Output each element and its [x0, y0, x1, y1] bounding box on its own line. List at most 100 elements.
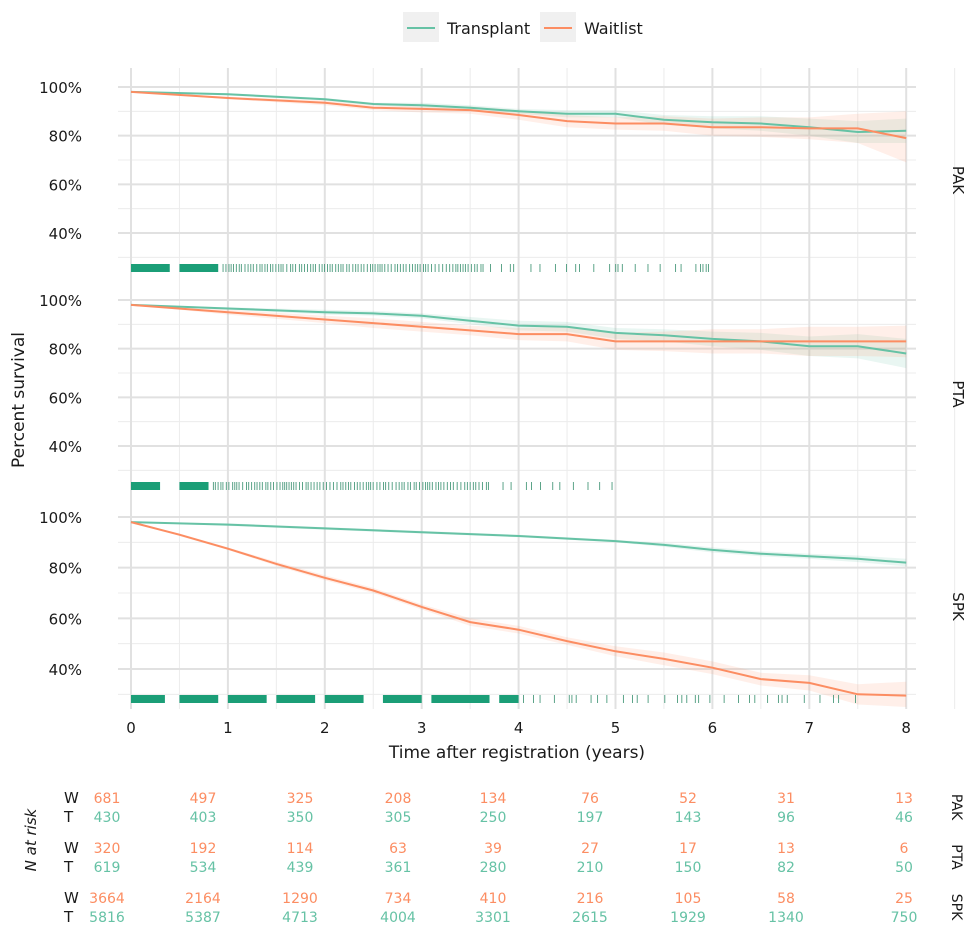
at-risk-row-label-w: W — [64, 839, 79, 857]
at-risk-value-waitlist: 52 — [679, 791, 697, 807]
censor-block — [131, 264, 170, 272]
y-tick-label: 40% — [49, 438, 82, 456]
at-risk-value-transplant: 750 — [891, 910, 918, 926]
at-risk-value-waitlist: 27 — [581, 841, 599, 857]
at-risk-value-transplant: 4713 — [282, 910, 318, 926]
at-risk-value-transplant: 250 — [480, 810, 507, 826]
x-tick-label: 7 — [805, 719, 815, 737]
y-tick-label: 80% — [49, 560, 82, 578]
at-risk-value-transplant: 3301 — [475, 910, 511, 926]
x-tick-label: 2 — [320, 719, 330, 737]
at-risk-value-transplant: 361 — [385, 860, 412, 876]
censor-rug — [131, 482, 613, 490]
censor-rug — [131, 264, 709, 272]
legend: Transplant Waitlist — [403, 12, 643, 42]
at-risk-value-transplant: 5387 — [185, 910, 221, 926]
line-transplant — [130, 90, 907, 134]
at-risk-row-label-t: T — [63, 808, 74, 826]
at-risk-value-transplant: 1340 — [768, 910, 804, 926]
at-risk-value-transplant: 210 — [577, 860, 604, 876]
censor-block — [131, 695, 165, 703]
at-risk-value-transplant: 150 — [675, 860, 702, 876]
censor-block — [179, 482, 209, 490]
x-tick-label: 5 — [611, 719, 621, 737]
at-risk-value-waitlist: 325 — [287, 791, 314, 807]
at-risk-value-transplant: 1929 — [670, 910, 706, 926]
at-risk-value-transplant: 534 — [190, 860, 217, 876]
x-axis-title: Time after registration (years) — [388, 743, 645, 763]
at-risk-value-transplant: 305 — [385, 810, 412, 826]
at-risk-value-waitlist: 25 — [895, 891, 913, 907]
at-risk-value-transplant: 50 — [895, 860, 913, 876]
y-tick-label: 80% — [49, 128, 82, 146]
line-waitlist — [130, 303, 907, 343]
x-tick-label: 8 — [901, 719, 911, 737]
at-risk-value-waitlist: 6 — [900, 841, 909, 857]
at-risk-value-transplant: 82 — [777, 860, 795, 876]
line-transplant — [130, 521, 907, 564]
at-risk-value-transplant: 403 — [190, 810, 217, 826]
y-tick-label: 80% — [49, 341, 82, 359]
censor-block — [324, 695, 364, 703]
censor-block — [179, 264, 219, 272]
at-risk-value-waitlist: 410 — [480, 891, 507, 907]
censor-block — [276, 695, 316, 703]
x-tick-label: 4 — [514, 719, 524, 737]
at-risk-value-waitlist: 497 — [190, 791, 217, 807]
at-risk-value-waitlist: 13 — [895, 791, 913, 807]
ci-band-transplant — [131, 91, 907, 143]
at-risk-value-waitlist: 105 — [675, 891, 702, 907]
line-waitlist — [130, 521, 907, 697]
panel-pak: 100% 80% 60% 40% PAK — [39, 68, 967, 284]
at-risk-group-pta: WT 320 192 114 63 39 27 17 13 6 619 534 439 361 280 210… — [63, 839, 964, 876]
at-risk-row-label-w: W — [64, 789, 79, 807]
at-risk-group-label: SPK — [948, 894, 964, 921]
x-tick-label: 1 — [223, 719, 233, 737]
at-risk-value-transplant: 619 — [94, 860, 121, 876]
x-tick-label: 0 — [126, 719, 136, 737]
at-risk-value-waitlist: 58 — [777, 891, 795, 907]
at-risk-value-waitlist: 3664 — [89, 891, 125, 907]
at-risk-value-transplant: 4004 — [380, 910, 416, 926]
at-risk-value-waitlist: 114 — [287, 841, 314, 857]
y-tick-label: 100% — [39, 79, 82, 97]
at-risk-value-transplant: 96 — [777, 810, 795, 826]
at-risk-value-waitlist: 1290 — [282, 891, 318, 907]
x-tick-label: 3 — [417, 719, 427, 737]
at-risk-value-transplant: 197 — [577, 810, 604, 826]
at-risk-group-label: PTA — [948, 844, 964, 870]
y-tick-label: 100% — [39, 509, 82, 527]
line-transplant — [130, 303, 907, 355]
legend-label-transplant: Transplant — [446, 19, 530, 38]
plot-panels: 100% 80% 60% 40% PAK 100% 80% 60% 40% PTA 100% 80% 6… — [39, 68, 967, 709]
at-risk-value-transplant: 439 — [287, 860, 314, 876]
at-risk-value-transplant: 143 — [675, 810, 702, 826]
at-risk-value-waitlist: 320 — [94, 841, 121, 857]
at-risk-value-waitlist: 192 — [190, 841, 217, 857]
ci-band-waitlist — [131, 522, 907, 707]
at-risk-group-pak: WT 681 497 325 208 134 76 52 31 13 430 403 350 305 250… — [63, 789, 964, 826]
y-tick-label: 40% — [49, 661, 82, 679]
censor-block — [431, 695, 490, 703]
at-risk-value-transplant: 46 — [895, 810, 913, 826]
facet-label-pak: PAK — [949, 166, 967, 195]
x-axis: 0 1 2 3 4 5 6 7 8 — [126, 719, 911, 737]
at-risk-value-waitlist: 76 — [581, 791, 599, 807]
at-risk-group-spk: WT 3664 2164 1290 734 410 216 105 58 25 5816 5387 47… — [63, 889, 964, 926]
y-tick-label: 60% — [49, 610, 82, 628]
at-risk-value-waitlist: 2164 — [185, 891, 221, 907]
at-risk-value-waitlist: 134 — [480, 791, 507, 807]
panel-pta: 100% 80% 60% 40% PTA — [39, 284, 967, 496]
at-risk-value-waitlist: 17 — [679, 841, 697, 857]
at-risk-value-waitlist: 13 — [777, 841, 795, 857]
at-risk-row-label-t: T — [63, 908, 74, 926]
at-risk-value-waitlist: 681 — [94, 791, 121, 807]
facet-label-spk: SPK — [949, 592, 967, 622]
at-risk-value-waitlist: 216 — [577, 891, 604, 907]
at-risk-value-waitlist: 208 — [385, 791, 412, 807]
y-tick-label: 40% — [49, 225, 82, 243]
y-axis-title: Percent survival — [9, 332, 29, 468]
at-risk-value-transplant: 2615 — [572, 910, 608, 926]
censor-block — [499, 695, 519, 703]
